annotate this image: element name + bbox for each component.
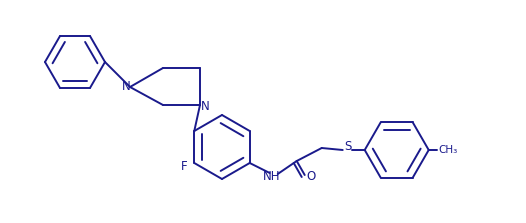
Text: F: F — [181, 161, 188, 173]
Text: O: O — [306, 169, 316, 182]
Text: NH: NH — [263, 171, 280, 184]
Text: S: S — [344, 140, 351, 153]
Text: CH₃: CH₃ — [439, 145, 458, 155]
Text: N: N — [122, 81, 130, 93]
Text: N: N — [200, 101, 209, 114]
